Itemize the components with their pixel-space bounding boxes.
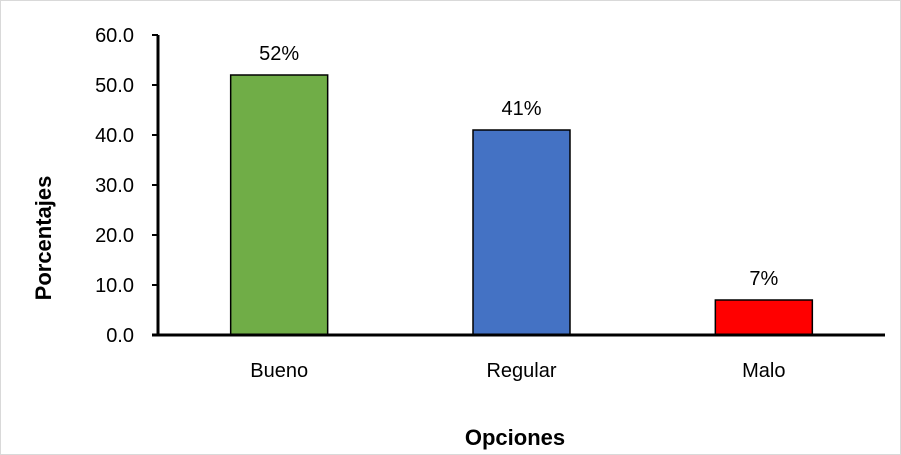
data-label-malo: 7% xyxy=(749,268,778,290)
x-axis-title: Opciones xyxy=(465,425,565,450)
y-tick-label: 30.0 xyxy=(95,175,134,197)
bar-malo xyxy=(714,299,814,336)
y-tick-label: 20.0 xyxy=(95,225,134,247)
data-label-bueno: 52% xyxy=(259,43,299,65)
bar-bueno xyxy=(229,74,329,336)
y-tick-label: 50.0 xyxy=(95,75,134,97)
bar-regular xyxy=(472,129,571,336)
y-tick-label: 40.0 xyxy=(95,125,134,147)
y-tick-label: 60.0 xyxy=(95,25,134,47)
x-tick-label-regular: Regular xyxy=(486,360,556,382)
data-label-regular: 41% xyxy=(501,98,541,120)
y-tick-label: 0.0 xyxy=(106,325,134,347)
y-axis-title: Porcentajes xyxy=(31,176,56,301)
y-tick-label: 10.0 xyxy=(95,275,134,297)
plot-area: 52% Bueno 41% Regular 7% Malo 0.0 10.0 20.0 30.0 4… xyxy=(95,25,885,382)
x-tick-label-bueno: Bueno xyxy=(250,360,308,382)
x-tick-label-malo: Malo xyxy=(742,360,785,382)
